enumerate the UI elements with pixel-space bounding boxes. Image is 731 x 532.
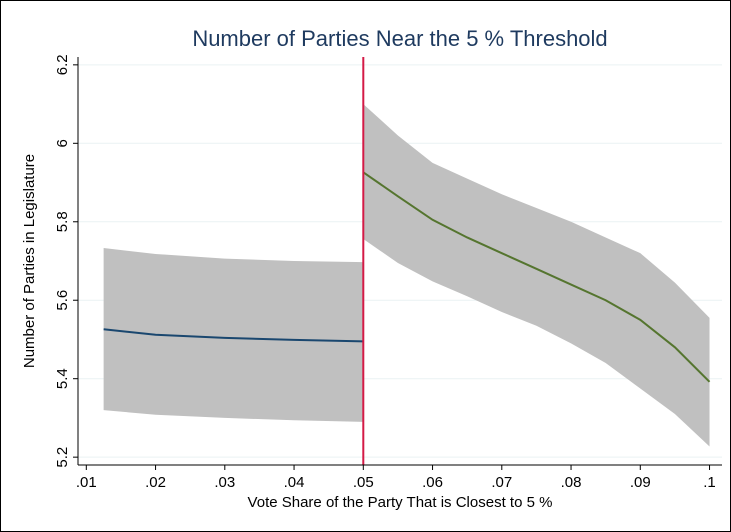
x-tick-label: .06 — [422, 474, 443, 491]
x-tick-label: .09 — [630, 474, 651, 491]
x-axis-title: Vote Share of the Party That is Closest … — [248, 494, 553, 511]
x-tick-label: .1 — [703, 474, 716, 491]
y-tick-label: 5.6 — [54, 290, 71, 311]
y-tick-label: 5.8 — [54, 211, 71, 232]
chart-title: Number of Parties Near the 5 % Threshold — [192, 26, 607, 51]
line — [103, 328, 364, 343]
x-tick-label: .08 — [561, 474, 582, 491]
y-tick-label: 6 — [54, 139, 71, 147]
x-tick-label: .07 — [491, 474, 512, 491]
line — [362, 171, 711, 383]
x-tick-label: .02 — [145, 474, 166, 491]
confidence-band — [103, 248, 364, 422]
y-tick-label: 5.4 — [54, 368, 71, 389]
x-tick-label: .04 — [284, 474, 305, 491]
y-axis-title: Number of Parties in Legislature — [21, 154, 38, 368]
x-tick-label: .03 — [214, 474, 235, 491]
x-tick-label: .05 — [353, 474, 374, 491]
y-tick-label: 5.2 — [54, 447, 71, 468]
y-tick-label: 6.2 — [54, 54, 71, 75]
confidence-band — [363, 104, 710, 447]
x-tick-label: .01 — [76, 474, 97, 491]
